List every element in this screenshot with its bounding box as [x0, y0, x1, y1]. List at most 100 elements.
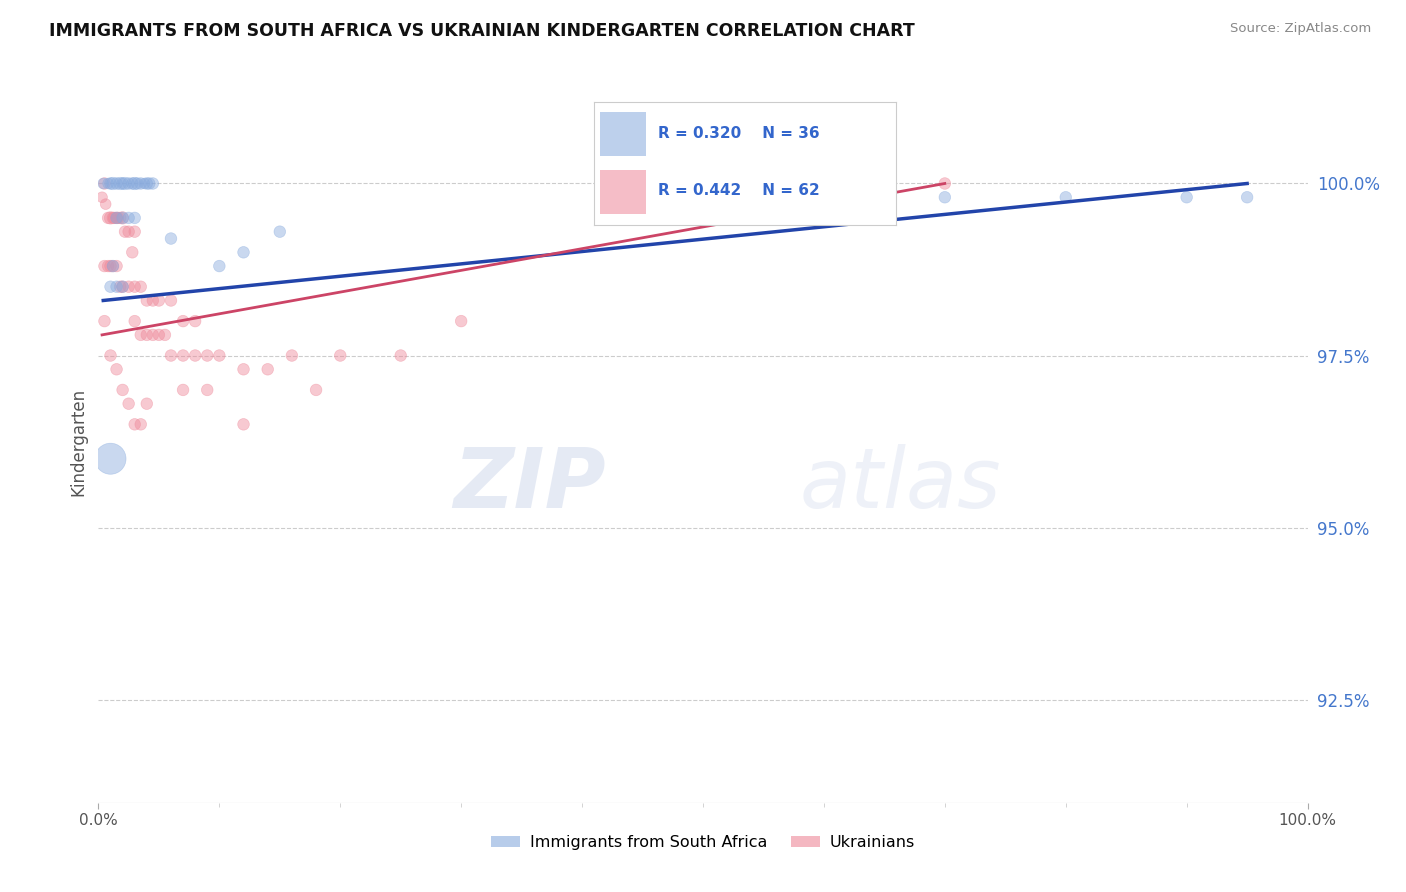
- Text: atlas: atlas: [800, 444, 1001, 525]
- Point: [124, 225, 146, 239]
- Point: [148, 327, 170, 342]
- Point: [100, 279, 122, 293]
- Point: [195, 349, 218, 363]
- Point: [124, 314, 146, 328]
- Point: [269, 225, 291, 239]
- Point: [124, 211, 146, 225]
- Point: [305, 383, 328, 397]
- Point: [108, 211, 131, 225]
- Point: [135, 293, 157, 308]
- Point: [135, 327, 157, 342]
- Point: [692, 190, 714, 204]
- Point: [100, 259, 122, 273]
- Point: [101, 259, 124, 273]
- Point: [118, 211, 141, 225]
- Point: [329, 349, 352, 363]
- Point: [91, 190, 114, 204]
- Point: [129, 327, 152, 342]
- Point: [114, 225, 136, 239]
- Point: [135, 177, 157, 191]
- Point: [105, 211, 128, 225]
- Point: [118, 397, 141, 411]
- Point: [934, 190, 956, 204]
- Point: [97, 211, 120, 225]
- Point: [138, 177, 160, 191]
- Point: [281, 349, 304, 363]
- Point: [232, 362, 254, 376]
- Point: [129, 279, 152, 293]
- Point: [118, 279, 141, 293]
- Point: [108, 279, 131, 293]
- Text: Source: ZipAtlas.com: Source: ZipAtlas.com: [1230, 22, 1371, 36]
- Point: [135, 397, 157, 411]
- Y-axis label: Kindergarten: Kindergarten: [69, 387, 87, 496]
- Point: [103, 211, 125, 225]
- Point: [100, 349, 122, 363]
- Legend: Immigrants from South Africa, Ukrainians: Immigrants from South Africa, Ukrainians: [485, 829, 921, 856]
- Point: [142, 327, 165, 342]
- Point: [232, 417, 254, 432]
- Point: [692, 177, 714, 191]
- Point: [389, 349, 412, 363]
- Point: [100, 177, 122, 191]
- Point: [450, 314, 472, 328]
- Point: [121, 177, 143, 191]
- Point: [129, 417, 152, 432]
- Point: [111, 383, 134, 397]
- Point: [101, 211, 124, 225]
- Point: [91, 177, 114, 191]
- Point: [105, 279, 128, 293]
- Point: [127, 177, 149, 191]
- Point: [208, 259, 231, 273]
- Point: [114, 177, 136, 191]
- Point: [172, 314, 194, 328]
- Point: [93, 314, 115, 328]
- Point: [256, 362, 278, 376]
- Point: [184, 314, 207, 328]
- Point: [148, 293, 170, 308]
- Point: [142, 293, 165, 308]
- Point: [124, 417, 146, 432]
- Point: [232, 245, 254, 260]
- Point: [1236, 190, 1258, 204]
- Text: IMMIGRANTS FROM SOUTH AFRICA VS UKRAINIAN KINDERGARTEN CORRELATION CHART: IMMIGRANTS FROM SOUTH AFRICA VS UKRAINIA…: [49, 22, 915, 40]
- Point: [160, 293, 183, 308]
- Point: [195, 383, 218, 397]
- Point: [111, 211, 134, 225]
- Point: [93, 177, 115, 191]
- Point: [107, 211, 129, 225]
- Point: [100, 451, 122, 466]
- Point: [101, 259, 124, 273]
- Point: [101, 177, 124, 191]
- Point: [105, 211, 128, 225]
- Point: [118, 177, 141, 191]
- Point: [97, 259, 120, 273]
- Point: [111, 211, 134, 225]
- Point: [934, 177, 956, 191]
- Point: [97, 177, 120, 191]
- Point: [813, 190, 835, 204]
- Point: [172, 383, 194, 397]
- Point: [111, 177, 134, 191]
- Point: [1175, 190, 1198, 204]
- Point: [105, 177, 128, 191]
- Point: [100, 211, 122, 225]
- Text: ZIP: ZIP: [454, 444, 606, 525]
- Point: [105, 362, 128, 376]
- Point: [153, 327, 176, 342]
- Point: [105, 259, 128, 273]
- Point: [1054, 190, 1077, 204]
- Point: [160, 349, 183, 363]
- Point: [111, 279, 134, 293]
- Point: [129, 177, 152, 191]
- Point: [208, 349, 231, 363]
- Point: [172, 349, 194, 363]
- Point: [160, 231, 183, 245]
- Point: [142, 177, 165, 191]
- Point: [134, 177, 156, 191]
- Point: [111, 279, 134, 293]
- Point: [118, 225, 141, 239]
- Point: [121, 245, 143, 260]
- Point: [184, 349, 207, 363]
- Point: [124, 177, 146, 191]
